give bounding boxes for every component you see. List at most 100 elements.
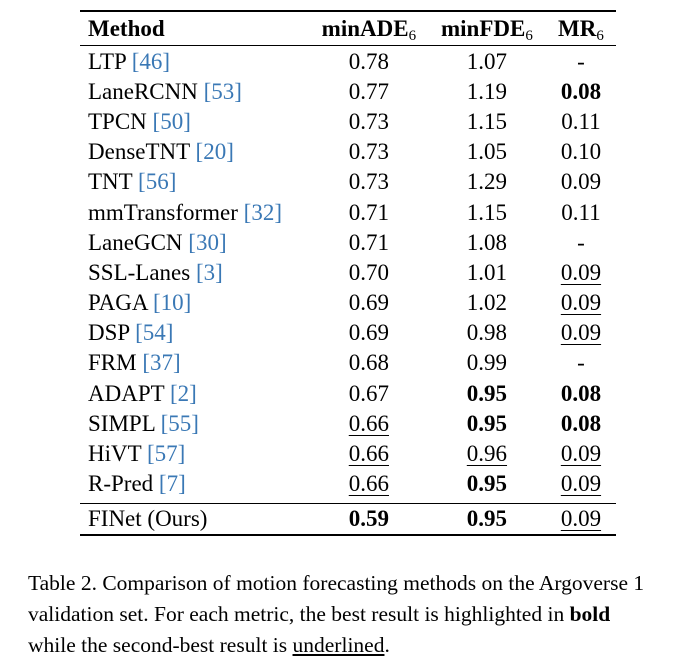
mr-value: 0.09 <box>560 441 602 467</box>
header-minade: minADE6 <box>309 10 428 46</box>
citation-link[interactable]: [56] <box>138 169 177 195</box>
citation-link[interactable]: [54] <box>135 320 174 346</box>
minade-cell: 0.66 <box>310 438 428 468</box>
minfde-value: 0.99 <box>466 350 508 376</box>
citation-link[interactable]: [10] <box>153 290 192 316</box>
table-row: DenseTNT [20] 0.73 1.05 0.10 <box>80 137 616 167</box>
citation-link[interactable]: [30] <box>188 229 227 255</box>
mr-cell: 0.09 <box>546 469 616 504</box>
minade-cell: 0.70 <box>310 257 428 287</box>
citation-link[interactable]: [3] <box>195 259 223 285</box>
minfde-cell: 0.99 <box>428 348 546 378</box>
method-cell: SSL-Lanes [3] <box>80 257 310 287</box>
minade-value: 0.73 <box>348 139 389 165</box>
citation-link[interactable]: [20] <box>195 139 234 165</box>
method-cell: LaneRCNN [53] <box>80 76 310 106</box>
minfde-value: 0.95 <box>466 380 508 406</box>
table-row: FRM [37] 0.68 0.99 - <box>80 348 616 378</box>
minade-cell: 0.73 <box>310 106 428 136</box>
method-name: LaneGCN <box>88 229 183 255</box>
minfde-value: 1.02 <box>466 290 508 316</box>
minfde-cell: 1.01 <box>428 257 546 287</box>
header-minade-base: minADE <box>321 16 409 41</box>
header-minade-sub: 6 <box>408 28 417 44</box>
table-row: TPCN [50] 0.73 1.15 0.11 <box>80 106 616 136</box>
minfde-value: 0.98 <box>466 320 508 346</box>
citation-link[interactable]: [37] <box>142 350 181 376</box>
header-minfde-sub: 6 <box>525 28 533 44</box>
mr-value: 0.09 <box>560 290 602 316</box>
table-row: LTP [46] 0.78 1.07 - <box>80 46 616 77</box>
minfde-cell: 0.96 <box>428 438 546 468</box>
table-row: ADAPT [2] 0.67 0.95 0.08 <box>80 378 616 408</box>
minfde-cell: 1.29 <box>428 167 546 197</box>
citation-link[interactable]: [46] <box>131 48 171 74</box>
method-cell: DSP [54] <box>80 318 310 348</box>
minade-cell: 0.68 <box>310 348 428 378</box>
citation-link[interactable]: [55] <box>160 410 199 436</box>
table-row: HiVT [57] 0.66 0.96 0.09 <box>80 438 616 468</box>
minade-value: 0.71 <box>348 199 389 225</box>
table-row: DSP [54] 0.69 0.98 0.09 <box>80 318 616 348</box>
method-name: SSL-Lanes <box>88 259 191 285</box>
header-minfde-base: minFDE <box>440 16 526 41</box>
minfde-cell: 0.95 <box>428 469 546 504</box>
method-name: HiVT <box>88 441 142 467</box>
mr-cell: - <box>546 46 616 77</box>
ours-minfde-value: 0.95 <box>466 506 508 532</box>
caption-part2: while the second-best result is <box>28 633 293 657</box>
table-body: LTP [46] 0.78 1.07 - LaneRCNN [53] 0.77 1.19 0.… <box>80 46 616 504</box>
table-row: PAGA [10] 0.69 1.02 0.09 <box>80 288 616 318</box>
minade-value: 0.78 <box>348 48 389 74</box>
header-mr-base: MR <box>558 16 597 41</box>
mr-cell: - <box>546 227 616 257</box>
header-row: Method minADE6 minFDE6 MR6 <box>80 10 616 46</box>
method-name: ADAPT <box>88 380 165 406</box>
minade-value: 0.73 <box>348 169 389 195</box>
ours-method: FINet (Ours) <box>80 502 310 536</box>
mr-cell: 0.09 <box>546 318 616 348</box>
mr-value: 0.09 <box>560 471 602 497</box>
minfde-value: 1.01 <box>466 259 508 285</box>
minade-value: 0.77 <box>348 78 389 104</box>
method-cell: LTP [46] <box>80 46 310 77</box>
citation-link[interactable]: [57] <box>147 441 186 467</box>
header-minfde: minFDE6 <box>427 10 546 46</box>
method-cell: R-Pred [7] <box>80 469 310 504</box>
minade-cell: 0.73 <box>310 167 428 197</box>
citation-link[interactable]: [2] <box>170 380 197 406</box>
mr-value: - <box>577 48 585 74</box>
mr-cell: 0.10 <box>546 137 616 167</box>
minfde-cell: 1.19 <box>428 76 546 106</box>
table-row: R-Pred [7] 0.66 0.95 0.09 <box>80 469 616 504</box>
citation-link[interactable]: [50] <box>152 108 191 134</box>
minade-cell: 0.66 <box>310 408 428 438</box>
minade-cell: 0.71 <box>310 227 428 257</box>
citation-link[interactable]: [53] <box>203 78 242 104</box>
method-name: LTP <box>88 48 126 74</box>
citation-link[interactable]: [32] <box>243 199 282 225</box>
method-name: mmTransformer <box>88 199 238 225</box>
table-row: TNT [56] 0.73 1.29 0.09 <box>80 167 616 197</box>
method-name: DSP <box>88 320 130 346</box>
citation-link[interactable]: [7] <box>158 471 186 497</box>
mr-cell: 0.09 <box>546 257 616 287</box>
method-name: TPCN <box>88 108 147 134</box>
minfde-cell: 1.05 <box>428 137 546 167</box>
minade-value: 0.69 <box>348 320 389 346</box>
minfde-value: 1.07 <box>466 48 508 74</box>
minfde-value: 1.19 <box>466 78 508 104</box>
mr-value: 0.11 <box>561 199 601 225</box>
minfde-cell: 1.08 <box>428 227 546 257</box>
minfde-value: 1.15 <box>466 108 508 134</box>
minfde-cell: 1.15 <box>428 106 546 136</box>
method-cell: LaneGCN [30] <box>80 227 310 257</box>
minade-cell: 0.78 <box>310 46 428 77</box>
minfde-value: 1.29 <box>466 169 508 195</box>
minade-value: 0.68 <box>348 350 389 376</box>
caption-part3: . <box>384 633 390 657</box>
mr-value: 0.09 <box>560 320 602 346</box>
method-cell: FRM [37] <box>80 348 310 378</box>
minade-cell: 0.67 <box>310 378 428 408</box>
method-cell: SIMPL [55] <box>80 408 310 438</box>
